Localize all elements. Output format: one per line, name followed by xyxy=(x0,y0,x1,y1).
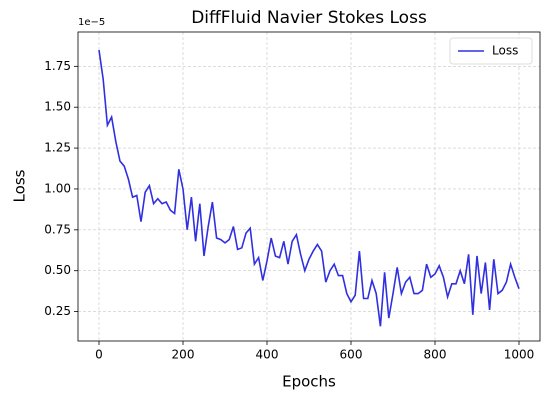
y-tick-label: 1.75 xyxy=(44,59,71,73)
y-tick-label: 1.50 xyxy=(44,100,71,114)
legend-box xyxy=(449,37,533,65)
y-tick-label: 0.50 xyxy=(44,263,71,277)
x-tick-label: 400 xyxy=(256,348,279,362)
y-tick-label: 0.25 xyxy=(44,304,71,318)
plot-frame xyxy=(77,31,541,342)
x-tick-label: 1000 xyxy=(504,348,535,362)
y-tick-label: 1.00 xyxy=(44,181,71,195)
y-axis-label: Loss xyxy=(11,169,29,202)
x-axis-label: Epochs xyxy=(282,373,336,391)
legend-label: Loss xyxy=(492,44,518,58)
x-tick-label: 800 xyxy=(424,348,447,362)
x-tick-label: 600 xyxy=(340,348,363,362)
x-tick-label: 200 xyxy=(172,348,195,362)
y-offset-label: 1e−5 xyxy=(78,17,105,28)
chart-title: DiffFluid Navier Stokes Loss xyxy=(191,8,427,28)
line xyxy=(98,49,520,327)
x-tick-label: 0 xyxy=(95,348,103,362)
y-tick-label: 1.25 xyxy=(44,141,71,155)
y-tick-label: 0.75 xyxy=(44,222,71,236)
